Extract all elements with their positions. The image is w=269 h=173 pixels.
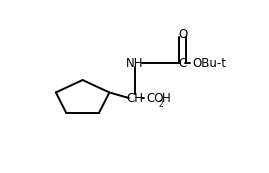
Text: C: C	[179, 57, 187, 70]
Text: OBu-t: OBu-t	[192, 57, 226, 70]
Text: O: O	[178, 28, 187, 41]
Text: NH: NH	[126, 57, 143, 70]
Text: CH: CH	[126, 92, 143, 104]
Text: CO: CO	[146, 92, 164, 104]
Text: 2: 2	[159, 100, 164, 109]
Text: H: H	[162, 92, 171, 104]
